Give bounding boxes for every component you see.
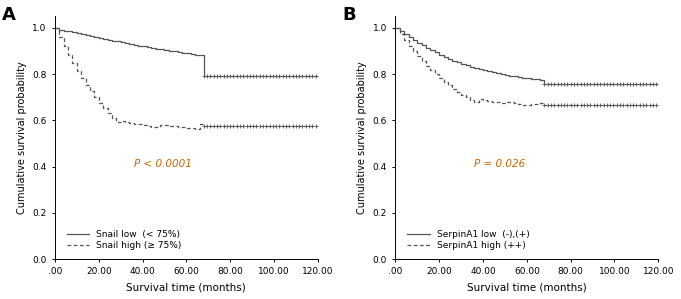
Text: A: A xyxy=(2,7,16,25)
X-axis label: Survival time (months): Survival time (months) xyxy=(127,282,247,292)
Legend: Snail low  (< 75%), Snail high (≥ 75%): Snail low (< 75%), Snail high (≥ 75%) xyxy=(63,226,185,254)
Legend: SerpinA1 low  (-),(+), SerpinA1 high (++): SerpinA1 low (-),(+), SerpinA1 high (++) xyxy=(403,226,533,254)
Text: P = 0.026: P = 0.026 xyxy=(474,159,526,169)
Text: B: B xyxy=(343,7,356,25)
Y-axis label: Cumulative survival probability: Cumulative survival probability xyxy=(357,61,367,214)
X-axis label: Survival time (months): Survival time (months) xyxy=(467,282,587,292)
Y-axis label: Cumulative survival probability: Cumulative survival probability xyxy=(16,61,27,214)
Text: P < 0.0001: P < 0.0001 xyxy=(133,159,191,169)
